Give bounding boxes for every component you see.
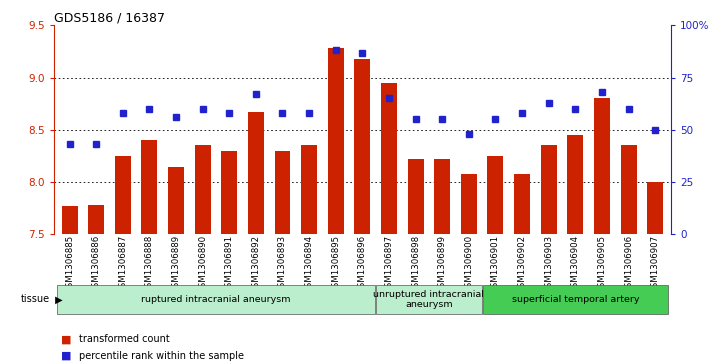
Text: GSM1306887: GSM1306887 bbox=[119, 235, 127, 293]
Text: transformed count: transformed count bbox=[79, 334, 169, 344]
Bar bbox=[408, 159, 423, 234]
Text: GSM1306907: GSM1306907 bbox=[650, 235, 660, 293]
Text: GSM1306888: GSM1306888 bbox=[145, 235, 154, 293]
Text: GSM1306886: GSM1306886 bbox=[91, 235, 101, 293]
Bar bbox=[488, 156, 503, 234]
FancyBboxPatch shape bbox=[376, 285, 482, 314]
Bar bbox=[61, 206, 78, 234]
Text: GSM1306892: GSM1306892 bbox=[251, 235, 261, 293]
Text: GSM1306890: GSM1306890 bbox=[198, 235, 207, 293]
Text: ruptured intracranial aneurysm: ruptured intracranial aneurysm bbox=[141, 295, 291, 304]
Text: ▶: ▶ bbox=[52, 294, 63, 305]
Text: GSM1306901: GSM1306901 bbox=[491, 235, 500, 293]
Bar bbox=[620, 146, 637, 234]
Bar bbox=[647, 182, 663, 234]
Bar bbox=[461, 174, 477, 234]
Text: GSM1306896: GSM1306896 bbox=[358, 235, 367, 293]
Bar bbox=[141, 140, 157, 234]
FancyBboxPatch shape bbox=[56, 285, 375, 314]
Text: tissue: tissue bbox=[21, 294, 50, 305]
Bar bbox=[514, 174, 530, 234]
Bar bbox=[195, 146, 211, 234]
Text: GSM1306898: GSM1306898 bbox=[411, 235, 420, 293]
Text: ■: ■ bbox=[61, 334, 71, 344]
Bar bbox=[594, 98, 610, 234]
Text: GDS5186 / 16387: GDS5186 / 16387 bbox=[54, 11, 164, 24]
Bar bbox=[248, 112, 264, 234]
Bar bbox=[354, 59, 371, 234]
Bar bbox=[274, 151, 291, 234]
Text: GSM1306893: GSM1306893 bbox=[278, 235, 287, 293]
Text: percentile rank within the sample: percentile rank within the sample bbox=[79, 351, 243, 361]
Text: GSM1306895: GSM1306895 bbox=[331, 235, 341, 293]
Text: GSM1306897: GSM1306897 bbox=[384, 235, 393, 293]
Bar bbox=[115, 156, 131, 234]
FancyBboxPatch shape bbox=[483, 285, 668, 314]
Bar bbox=[434, 159, 451, 234]
Bar bbox=[88, 205, 104, 234]
Bar bbox=[381, 83, 397, 234]
Text: GSM1306899: GSM1306899 bbox=[438, 235, 447, 293]
Text: GSM1306885: GSM1306885 bbox=[65, 235, 74, 293]
Bar bbox=[540, 146, 557, 234]
Text: GSM1306902: GSM1306902 bbox=[518, 235, 527, 293]
Bar bbox=[568, 135, 583, 234]
Bar bbox=[301, 146, 317, 234]
Text: superficial temporal artery: superficial temporal artery bbox=[511, 295, 639, 304]
Text: GSM1306906: GSM1306906 bbox=[624, 235, 633, 293]
Text: GSM1306891: GSM1306891 bbox=[225, 235, 233, 293]
Bar bbox=[328, 48, 343, 234]
Bar bbox=[168, 167, 184, 234]
Text: ■: ■ bbox=[61, 351, 71, 361]
Text: unruptured intracranial
aneurysm: unruptured intracranial aneurysm bbox=[373, 290, 484, 309]
Text: GSM1306894: GSM1306894 bbox=[305, 235, 313, 293]
Text: GSM1306905: GSM1306905 bbox=[598, 235, 606, 293]
Text: GSM1306900: GSM1306900 bbox=[464, 235, 473, 293]
Text: GSM1306889: GSM1306889 bbox=[171, 235, 181, 293]
Text: GSM1306903: GSM1306903 bbox=[544, 235, 553, 293]
Bar bbox=[221, 151, 237, 234]
Text: GSM1306904: GSM1306904 bbox=[570, 235, 580, 293]
